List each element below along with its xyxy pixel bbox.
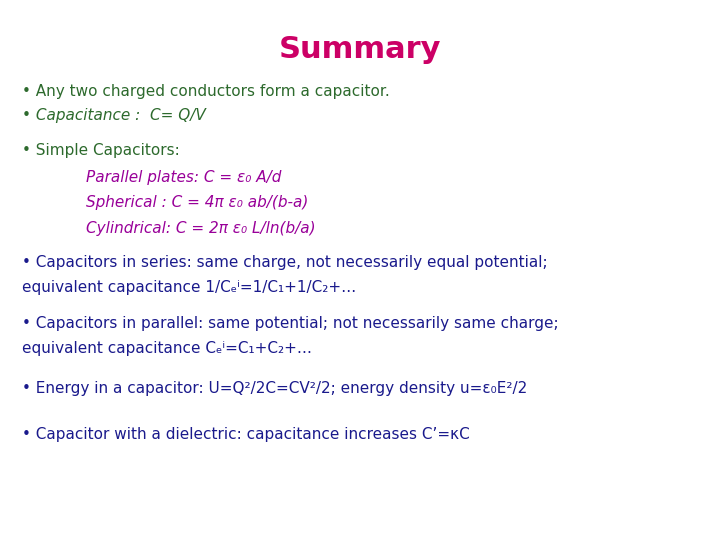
Text: • Capacitance :  C= Q/V: • Capacitance : C= Q/V bbox=[22, 108, 205, 123]
Text: • Energy in a capacitor: U=Q²/2C=CV²/2; energy density u=ε₀E²/2: • Energy in a capacitor: U=Q²/2C=CV²/2; … bbox=[22, 381, 527, 396]
Text: Parallel plates: C = ε₀ A/d: Parallel plates: C = ε₀ A/d bbox=[86, 170, 282, 185]
Text: equivalent capacitance 1/Cₑⁱ=1/C₁+1/C₂+…: equivalent capacitance 1/Cₑⁱ=1/C₁+1/C₂+… bbox=[22, 280, 356, 295]
Text: Summary: Summary bbox=[279, 35, 441, 64]
Text: equivalent capacitance Cₑⁱ=C₁+C₂+…: equivalent capacitance Cₑⁱ=C₁+C₂+… bbox=[22, 341, 312, 356]
Text: • Capacitor with a dielectric: capacitance increases C’=κC: • Capacitor with a dielectric: capacitan… bbox=[22, 427, 469, 442]
Text: • Capacitors in parallel: same potential; not necessarily same charge;: • Capacitors in parallel: same potential… bbox=[22, 316, 558, 331]
Text: • Any two charged conductors form a capacitor.: • Any two charged conductors form a capa… bbox=[22, 84, 390, 99]
Text: • Simple Capacitors:: • Simple Capacitors: bbox=[22, 143, 179, 158]
Text: • Capacitors in series: same charge, not necessarily equal potential;: • Capacitors in series: same charge, not… bbox=[22, 255, 547, 270]
Text: Spherical : C = 4π ε₀ ab/(b-a): Spherical : C = 4π ε₀ ab/(b-a) bbox=[86, 195, 309, 211]
Text: Cylindrical: C = 2π ε₀ L/ln(b/a): Cylindrical: C = 2π ε₀ L/ln(b/a) bbox=[86, 221, 316, 236]
